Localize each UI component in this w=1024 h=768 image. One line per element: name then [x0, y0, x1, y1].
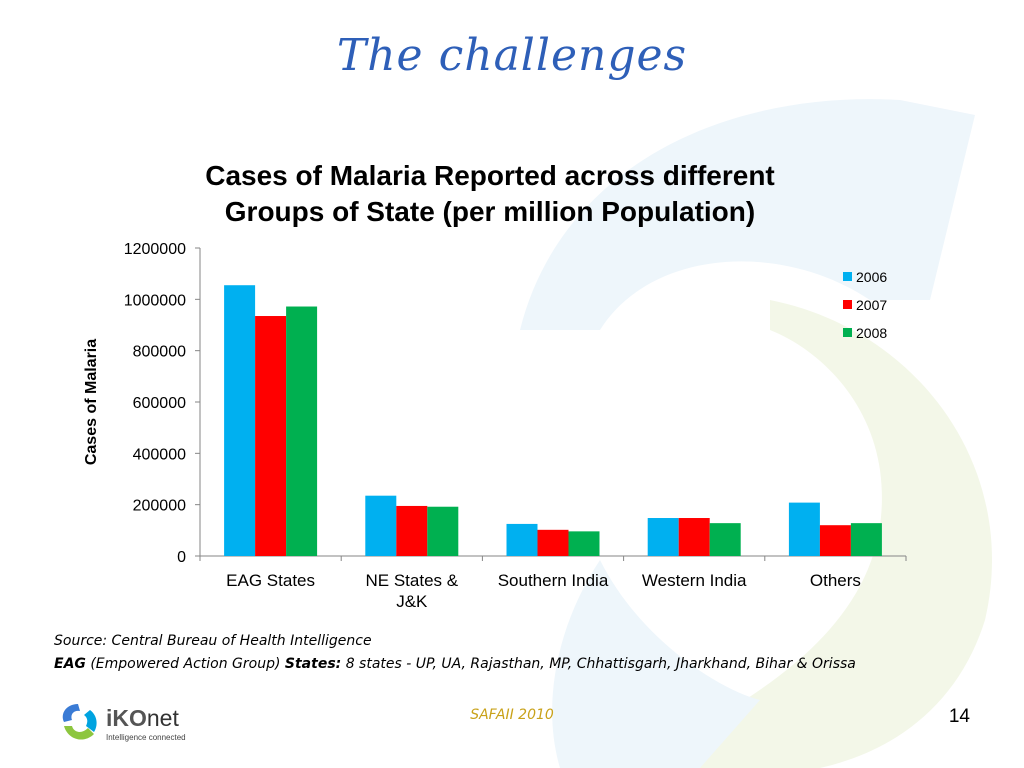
background-arrow-blue-tip [552, 560, 760, 768]
x-tick-label: Others [810, 571, 861, 590]
y-tick-label: 800000 [133, 344, 186, 361]
bar-2008-1 [286, 306, 318, 556]
x-tick-label: Southern India [498, 571, 609, 590]
logo-wordmark-bold: iKO [106, 705, 147, 731]
y-tick-label: 600000 [133, 395, 186, 412]
y-tick-label: 200000 [133, 498, 186, 515]
y-tick-label: 1000000 [124, 292, 186, 309]
legend-label-2008: 2008 [856, 325, 887, 341]
y-tick-label: 0 [177, 549, 186, 566]
logo-wordmark: iKOnet [106, 705, 179, 732]
legend-swatch-2008 [843, 328, 852, 337]
x-tick-label: J&K [396, 592, 428, 611]
y-tick-label: 1200000 [124, 241, 186, 258]
chart-title-line-2: Groups of State (per million Population) [224, 196, 756, 227]
bar-2008-5 [850, 523, 882, 556]
page-number: 14 [948, 706, 970, 727]
legend-swatch-2007 [843, 300, 852, 309]
bar-2008-4 [709, 523, 741, 556]
states-label: States: [284, 656, 342, 672]
states-text: 8 states - UP, UA, Rajasthan, MP, Chhatt… [341, 656, 856, 672]
eag-definition: EAG (Empowered Action Group) States: 8 s… [54, 653, 954, 676]
chart-title-line-1: Cases of Malaria Reported across differe… [205, 160, 775, 191]
bar-2008-2 [427, 506, 459, 556]
x-tick-label: Western India [642, 571, 747, 590]
bar-2006-3 [506, 523, 538, 556]
bar-2007-5 [819, 525, 851, 556]
chart-title: Cases of Malaria Reported across differe… [120, 158, 860, 230]
logo-tagline: Intelligence connected [106, 733, 186, 742]
bar-2006-5 [788, 502, 820, 556]
x-tick-label: NE States & [365, 571, 458, 590]
bar-2006-4 [647, 518, 679, 556]
y-axis-label: Cases of Malaria [83, 339, 100, 465]
bar-2007-1 [255, 316, 287, 556]
y-tick-label: 400000 [133, 446, 186, 463]
legend-label-2007: 2007 [856, 297, 887, 313]
ikonet-logo: iKOnet Intelligence connected [54, 700, 214, 750]
eag-expansion: (Empowered Action Group) [85, 656, 285, 672]
ikonet-logo-icon [62, 704, 97, 740]
legend-label-2006: 2006 [856, 269, 887, 285]
bar-2008-3 [568, 531, 600, 556]
bar-2007-2 [396, 505, 428, 556]
bar-2007-4 [678, 518, 710, 556]
source-note: Source: Central Bureau of Health Intelli… [54, 630, 954, 676]
background-arrow-blue [520, 99, 975, 330]
bar-2006-2 [365, 495, 397, 556]
bar-2007-3 [537, 529, 569, 556]
source-line: Source: Central Bureau of Health Intelli… [54, 633, 372, 649]
slide-title: The challenges [336, 30, 688, 81]
bar-2006-1 [224, 285, 256, 556]
legend-swatch-2006 [843, 272, 852, 281]
logo-wordmark-rest: net [146, 705, 179, 731]
eag-label: EAG [54, 656, 86, 672]
background-arrow-green [620, 300, 993, 768]
x-tick-label: EAG States [226, 571, 315, 590]
footer-event-label: SAFAII 2010 [470, 707, 554, 723]
